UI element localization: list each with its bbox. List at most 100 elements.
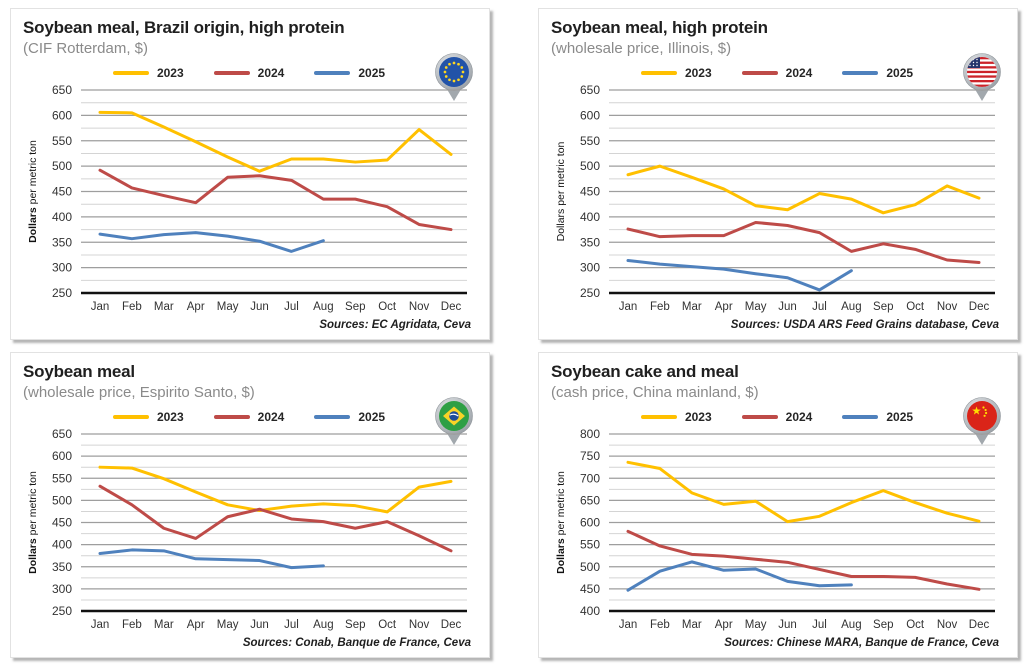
svg-text:500: 500 xyxy=(580,560,600,574)
svg-text:450: 450 xyxy=(52,516,72,530)
chart-subtitle: (CIF Rotterdam, $) xyxy=(23,40,149,57)
svg-text:Jun: Jun xyxy=(250,619,269,631)
svg-text:Oct: Oct xyxy=(378,301,397,313)
svg-text:650: 650 xyxy=(52,83,72,97)
svg-text:May: May xyxy=(217,301,239,313)
line-chart-china: 400 450 500 550 600 650 700 750 800 Jan Feb Mar Apr M… xyxy=(555,427,995,631)
svg-text:350: 350 xyxy=(52,235,72,249)
svg-text:May: May xyxy=(217,619,239,631)
legend-swatch-2025-icon xyxy=(314,415,351,419)
svg-text:300: 300 xyxy=(580,261,600,275)
chart-plot-area: 250 300 350 400 450 500 550 600 650 Jan Feb Mar Apr M… xyxy=(23,427,475,635)
legend-swatch-2025-icon xyxy=(842,71,879,75)
svg-text:650: 650 xyxy=(580,493,600,507)
legend-swatch-2025-icon xyxy=(842,415,879,419)
legend-item-2024: 2024 xyxy=(213,410,284,424)
svg-text:Dec: Dec xyxy=(969,619,990,631)
legend-swatch-2023-icon xyxy=(112,71,149,75)
legend-swatch-2024-icon xyxy=(213,415,250,419)
legend-label: 2025 xyxy=(886,66,914,80)
svg-text:400: 400 xyxy=(52,538,72,552)
sources-note: Sources: EC Agridata, Ceva xyxy=(319,319,471,331)
svg-text:Jul: Jul xyxy=(284,301,299,313)
svg-text:250: 250 xyxy=(52,604,72,618)
legend-item-2025: 2025 xyxy=(314,66,385,80)
svg-text:650: 650 xyxy=(52,427,72,441)
svg-text:400: 400 xyxy=(52,210,72,224)
legend-label: 2023 xyxy=(156,410,184,424)
line-chart-rotterdam: 250 300 350 400 450 500 550 600 650 Jan Feb Mar Apr M… xyxy=(27,83,467,313)
svg-text:Feb: Feb xyxy=(650,619,670,631)
svg-text:750: 750 xyxy=(580,449,600,463)
brazil-flag-pin-icon xyxy=(434,397,474,447)
svg-text:Dec: Dec xyxy=(441,619,462,631)
svg-text:600: 600 xyxy=(52,449,72,463)
legend-label: 2024 xyxy=(257,66,285,80)
svg-text:Sep: Sep xyxy=(873,619,893,631)
svg-text:Oct: Oct xyxy=(906,619,925,631)
legend-item-2024: 2024 xyxy=(741,410,812,424)
legend-item-2023: 2023 xyxy=(112,410,184,424)
sources-note: Sources: Conab, Banque de France, Ceva xyxy=(242,637,471,649)
svg-text:Dollars per metric ton: Dollars per metric ton xyxy=(27,471,39,574)
svg-text:400: 400 xyxy=(580,210,600,224)
svg-text:350: 350 xyxy=(580,235,600,249)
legend: 2023 2024 2025 xyxy=(23,409,475,425)
legend-item-2023: 2023 xyxy=(112,66,184,80)
svg-text:500: 500 xyxy=(52,493,72,507)
svg-text:300: 300 xyxy=(52,582,72,596)
svg-text:650: 650 xyxy=(580,83,600,97)
legend: 2023 2024 2025 xyxy=(551,409,1003,425)
sources-note: Sources: USDA ARS Feed Grains database, … xyxy=(730,319,999,331)
svg-text:Aug: Aug xyxy=(841,619,861,631)
svg-text:Jan: Jan xyxy=(91,619,110,631)
legend-label: 2025 xyxy=(886,410,914,424)
svg-text:Apr: Apr xyxy=(187,301,205,313)
svg-text:450: 450 xyxy=(52,185,72,199)
chart-panel-espirito-santo: Soybean meal (wholesale price, Espirito … xyxy=(10,352,490,658)
svg-text:Apr: Apr xyxy=(187,619,205,631)
legend-swatch-2023-icon xyxy=(640,71,677,75)
svg-text:Nov: Nov xyxy=(409,301,430,313)
chart-panel-china: Soybean cake and meal (cash price, China… xyxy=(538,352,1018,658)
svg-text:Feb: Feb xyxy=(122,619,142,631)
chart-subtitle: (wholesale price, Espirito Santo, $) xyxy=(23,384,255,401)
svg-text:May: May xyxy=(745,619,767,631)
svg-text:Mar: Mar xyxy=(154,619,174,631)
svg-text:450: 450 xyxy=(580,185,600,199)
legend-item-2025: 2025 xyxy=(314,410,385,424)
legend-label: 2025 xyxy=(358,66,386,80)
legend-swatch-2023-icon xyxy=(112,415,149,419)
svg-text:Nov: Nov xyxy=(937,301,958,313)
svg-text:Apr: Apr xyxy=(715,619,733,631)
legend-swatch-2024-icon xyxy=(213,71,250,75)
legend-item-2024: 2024 xyxy=(741,66,813,80)
svg-text:450: 450 xyxy=(580,582,600,596)
svg-text:Mar: Mar xyxy=(154,301,174,313)
chart-subtitle: (cash price, China mainland, $) xyxy=(551,384,759,401)
svg-text:Dec: Dec xyxy=(969,301,990,313)
svg-text:Sep: Sep xyxy=(345,619,365,631)
svg-text:Mar: Mar xyxy=(682,619,702,631)
svg-text:550: 550 xyxy=(580,134,600,148)
svg-text:Oct: Oct xyxy=(378,619,397,631)
chart-plot-area: 250 300 350 400 450 500 550 600 650 Jan Feb Mar Apr M… xyxy=(23,83,475,317)
svg-text:Sep: Sep xyxy=(873,301,893,313)
chart-subtitle: (wholesale price, Illinois, $) xyxy=(551,40,732,57)
chart-title: Soybean meal, Brazil origin, high protei… xyxy=(23,18,345,37)
svg-text:Sep: Sep xyxy=(345,301,365,313)
svg-text:250: 250 xyxy=(580,286,600,300)
legend-label: 2023 xyxy=(684,66,712,80)
chart-title: Soybean meal xyxy=(23,362,135,381)
svg-text:Aug: Aug xyxy=(313,301,333,313)
svg-text:Jun: Jun xyxy=(778,301,797,313)
svg-text:Jul: Jul xyxy=(812,301,827,313)
svg-text:250: 250 xyxy=(52,286,72,300)
us-flag-pin-icon xyxy=(962,53,1002,103)
legend-swatch-2024-icon xyxy=(741,415,778,419)
svg-text:Mar: Mar xyxy=(682,301,702,313)
legend-label: 2024 xyxy=(785,66,813,80)
svg-text:500: 500 xyxy=(580,159,600,173)
svg-text:Dollars per metric ton: Dollars per metric ton xyxy=(555,471,567,574)
legend-item-2025: 2025 xyxy=(842,410,913,424)
